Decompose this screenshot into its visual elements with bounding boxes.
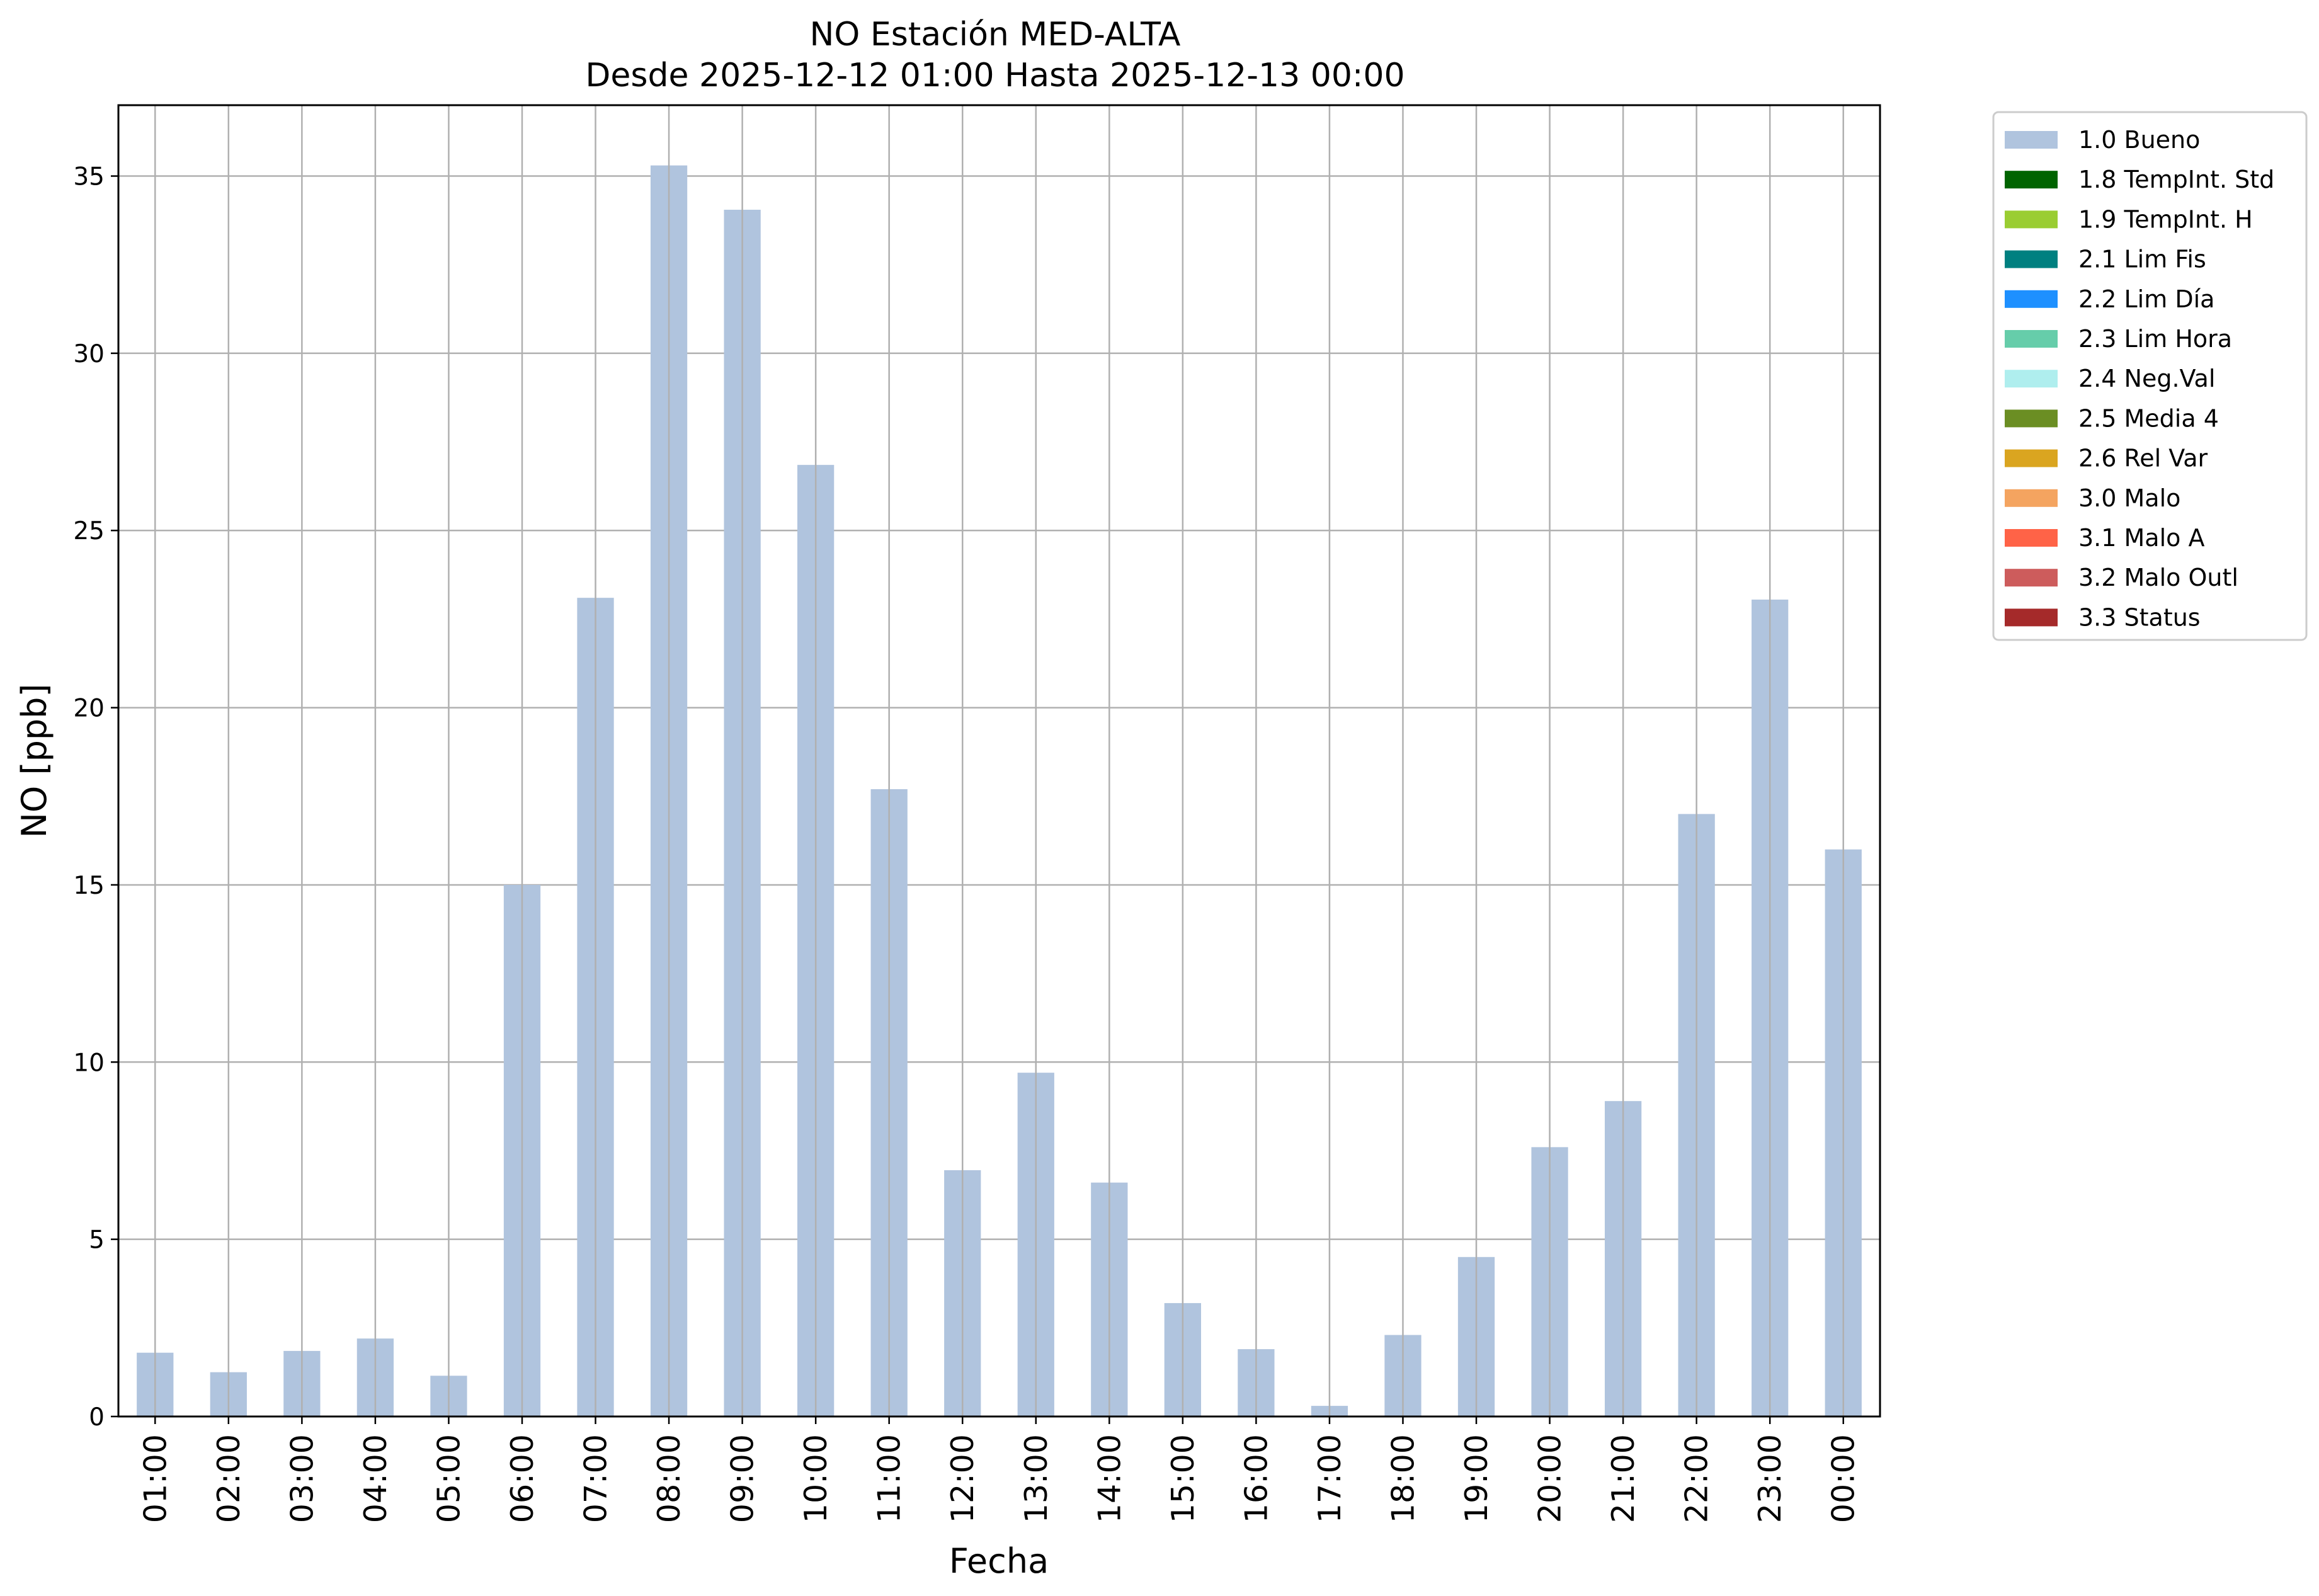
x-tick-label: 03:00 bbox=[284, 1434, 320, 1523]
y-tick-label: 25 bbox=[73, 517, 105, 545]
chart-title-line1: NO Estación MED-ALTA bbox=[810, 16, 1181, 54]
legend-swatch bbox=[2005, 489, 2058, 507]
x-tick-label: 13:00 bbox=[1018, 1434, 1054, 1523]
legend-label: 1.0 Bueno bbox=[2078, 126, 2200, 154]
x-tick-label: 17:00 bbox=[1312, 1434, 1348, 1523]
x-tick-label: 04:00 bbox=[358, 1434, 394, 1523]
x-tick-label: 23:00 bbox=[1752, 1434, 1788, 1523]
x-tick-label: 22:00 bbox=[1679, 1434, 1715, 1523]
legend-swatch bbox=[2005, 171, 2058, 189]
legend-swatch bbox=[2005, 210, 2058, 229]
y-axis-label: NO [ppb] bbox=[14, 683, 54, 838]
x-tick-label: 12:00 bbox=[945, 1434, 981, 1523]
x-tick-label: 16:00 bbox=[1238, 1434, 1274, 1523]
x-axis: 01:00 02:00 03:00 04:00 05:00 06:00 07:00 08:00… bbox=[137, 1416, 1862, 1523]
x-tick-label: 00:00 bbox=[1826, 1434, 1862, 1523]
chart-title-line2: Desde 2025-12-12 01:00 Hasta 2025-12-13 … bbox=[585, 57, 1405, 94]
x-tick-label: 14:00 bbox=[1091, 1434, 1127, 1523]
y-tick-label: 10 bbox=[73, 1049, 105, 1077]
x-tick-label: 15:00 bbox=[1165, 1434, 1201, 1523]
x-tick-label: 18:00 bbox=[1385, 1434, 1421, 1523]
x-tick-label: 08:00 bbox=[651, 1434, 687, 1523]
y-tick-label: 20 bbox=[73, 695, 105, 723]
grid-lines bbox=[118, 175, 1880, 1418]
x-tick-label: 01:00 bbox=[137, 1434, 173, 1523]
x-axis-label: Fecha bbox=[949, 1541, 1049, 1581]
legend-frame bbox=[1992, 111, 2308, 641]
y-tick-label: 0 bbox=[89, 1403, 105, 1432]
legend-label: 2.6 Rel Var bbox=[2078, 445, 2208, 472]
legend-swatch bbox=[2005, 330, 2058, 348]
legend-label: 3.0 Malo bbox=[2078, 484, 2180, 512]
y-tick-label: 35 bbox=[73, 163, 105, 191]
legend-label: 2.5 Media 4 bbox=[2078, 404, 2219, 432]
x-tick-label: 09:00 bbox=[725, 1434, 761, 1523]
x-tick-label: 07:00 bbox=[578, 1434, 614, 1523]
legend: 1.0 Bueno 1.8 TempInt. Std 1.9 TempInt. H 2… bbox=[1992, 111, 2308, 641]
legend-swatch bbox=[2005, 290, 2058, 308]
legend-swatch bbox=[2005, 131, 2058, 149]
y-tick-label: 15 bbox=[73, 872, 105, 900]
legend-label: 2.1 Lim Fis bbox=[2078, 246, 2206, 273]
y-tick-label: 30 bbox=[73, 340, 105, 368]
legend-swatch bbox=[2005, 370, 2058, 388]
legend-swatch bbox=[2005, 569, 2058, 587]
x-tick-label: 02:00 bbox=[211, 1434, 247, 1523]
vertical-grid-lines bbox=[154, 105, 1844, 1416]
legend-label: 3.2 Malo Outl bbox=[2078, 564, 2238, 591]
x-tick-label: 21:00 bbox=[1605, 1434, 1641, 1523]
legend-swatch bbox=[2005, 449, 2058, 467]
x-tick-label: 19:00 bbox=[1459, 1434, 1495, 1523]
legend-label: 3.3 Status bbox=[2078, 603, 2201, 631]
x-tick-label: 05:00 bbox=[431, 1434, 467, 1523]
x-tick-label: 11:00 bbox=[872, 1434, 908, 1523]
y-tick-label: 5 bbox=[89, 1226, 105, 1255]
legend-label: 2.2 Lim Día bbox=[2078, 285, 2214, 313]
legend-swatch bbox=[2005, 608, 2058, 627]
x-tick-label: 06:00 bbox=[504, 1434, 540, 1523]
legend-label: 2.4 Neg.Val bbox=[2078, 365, 2215, 392]
legend-swatch bbox=[2005, 409, 2058, 428]
x-tick-label: 10:00 bbox=[798, 1434, 834, 1523]
legend-label: 1.9 TempInt. H bbox=[2078, 205, 2253, 233]
legend-label: 2.3 Lim Hora bbox=[2078, 325, 2232, 353]
legend-label: 3.1 Malo A bbox=[2078, 524, 2204, 552]
legend-swatch bbox=[2005, 529, 2058, 547]
plot-frame bbox=[117, 104, 1881, 1418]
y-axis: 0 5 10 15 20 25 30 35 bbox=[73, 163, 118, 1432]
legend-swatch bbox=[2005, 250, 2058, 268]
x-tick-label: 20:00 bbox=[1532, 1434, 1568, 1523]
legend-label: 1.8 TempInt. Std bbox=[2078, 166, 2274, 193]
